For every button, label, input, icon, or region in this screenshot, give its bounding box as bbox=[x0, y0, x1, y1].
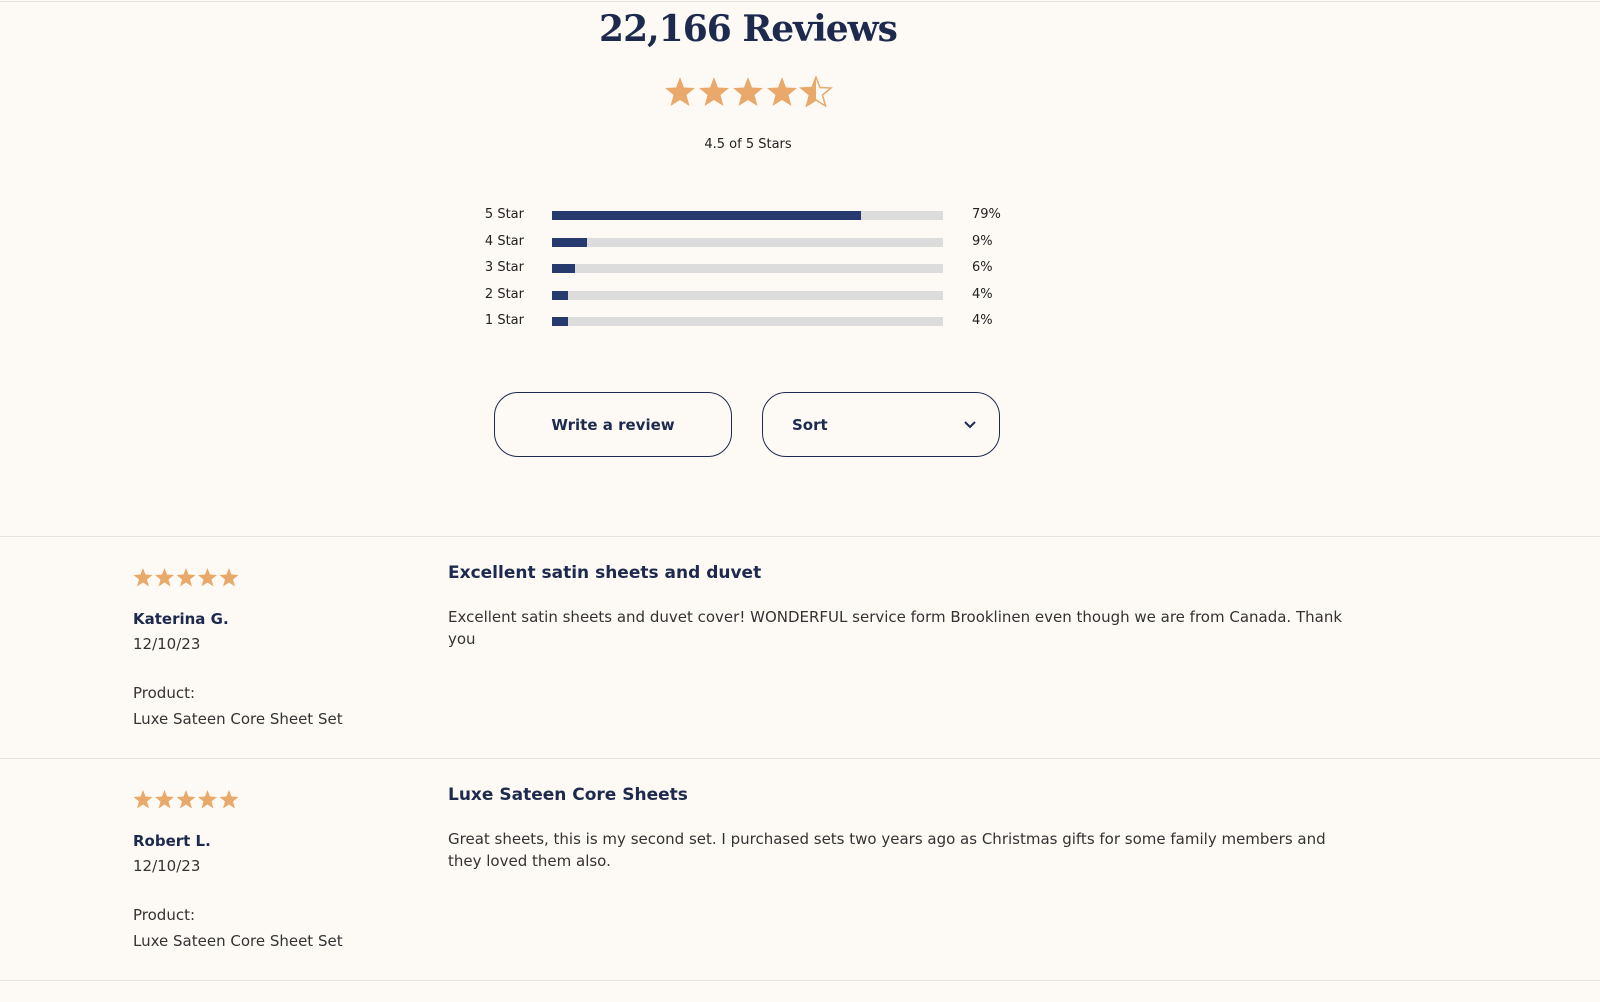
write-review-button[interactable]: Write a review bbox=[494, 392, 732, 457]
percent-label: 9% bbox=[972, 233, 993, 249]
bar-fill bbox=[552, 237, 588, 247]
star bbox=[133, 790, 153, 809]
divider bbox=[0, 536, 1600, 537]
row-label: 3 Star bbox=[484, 260, 524, 276]
review-date: 12/10/23 bbox=[133, 635, 201, 653]
star bbox=[219, 790, 239, 809]
top-border bbox=[0, 1, 1600, 2]
product-name: Luxe Sateen Core Sheet Set bbox=[133, 932, 343, 950]
product-label: Product: bbox=[133, 906, 196, 924]
average-stars bbox=[665, 76, 832, 107]
product-label: Product: bbox=[133, 684, 196, 702]
star bbox=[198, 790, 217, 809]
review-author: Robert L. bbox=[133, 832, 211, 850]
bar-track bbox=[552, 290, 943, 300]
button-label: Write a review bbox=[551, 415, 675, 434]
chevron bbox=[964, 421, 976, 429]
button-label: Sort bbox=[792, 415, 828, 434]
review-title: Luxe Sateen Core Sheets bbox=[448, 785, 688, 805]
star bbox=[219, 568, 239, 587]
row-label: 4 Star bbox=[484, 233, 524, 249]
reviews-title: 22,166 Reviews bbox=[599, 8, 898, 50]
row-label: 1 Star bbox=[484, 313, 524, 329]
review-title: Excellent satin sheets and duvet bbox=[448, 563, 762, 583]
divider bbox=[0, 758, 1600, 759]
percent-label: 6% bbox=[972, 260, 993, 276]
review-stars bbox=[133, 790, 239, 809]
bar-track bbox=[552, 264, 943, 274]
bar-fill bbox=[552, 317, 568, 327]
star bbox=[176, 568, 196, 587]
divider bbox=[0, 980, 1600, 981]
bar-track bbox=[552, 237, 943, 247]
percent-label: 4% bbox=[972, 286, 993, 302]
bar-fill bbox=[552, 264, 576, 274]
star bbox=[176, 790, 196, 809]
rating-text: 4.5 of 5 Stars bbox=[704, 137, 792, 152]
percent-label: 4% bbox=[972, 313, 993, 329]
product-name: Luxe Sateen Core Sheet Set bbox=[133, 710, 343, 728]
row-label: 2 Star bbox=[484, 286, 524, 302]
review-date: 12/10/23 bbox=[133, 857, 201, 875]
percent-label: 79% bbox=[972, 207, 1001, 222]
review-body: Great sheets, this is my second set. I p… bbox=[448, 830, 1326, 870]
bar-track bbox=[552, 317, 943, 327]
star bbox=[198, 568, 217, 587]
bar-fill bbox=[552, 290, 568, 300]
star bbox=[155, 568, 174, 587]
bar-fill bbox=[552, 211, 861, 220]
sort-dropdown[interactable]: Sort bbox=[762, 392, 1000, 457]
star bbox=[133, 568, 153, 587]
review-author: Katerina G. bbox=[133, 610, 229, 628]
review-body: Excellent satin sheets and duvet cover! … bbox=[448, 608, 1343, 648]
review-stars bbox=[133, 568, 239, 587]
star bbox=[155, 790, 174, 809]
bar-track bbox=[552, 211, 943, 220]
row-label: 5 Star bbox=[484, 207, 524, 222]
